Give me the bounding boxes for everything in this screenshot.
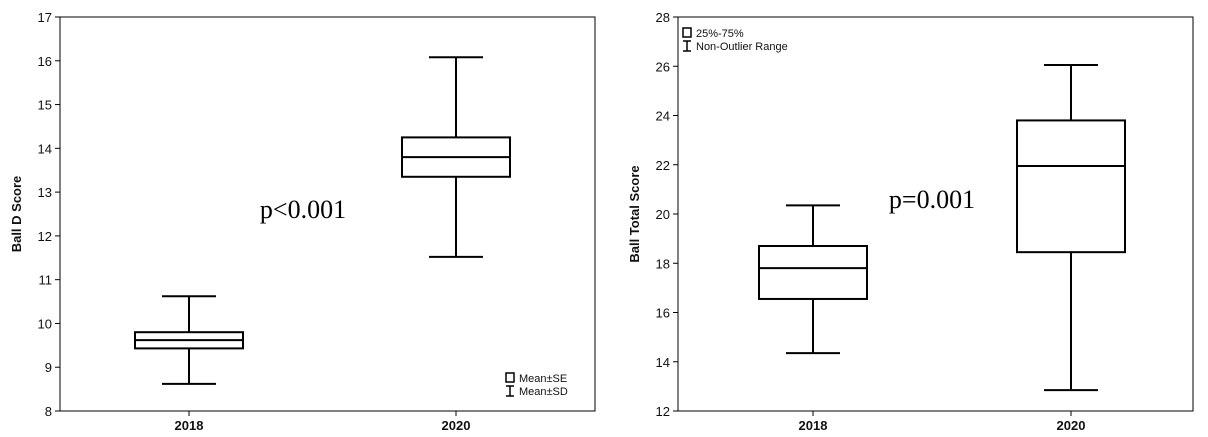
p-value-annotation: p=0.001 [889,185,975,214]
y-tick-label: 13 [38,185,52,200]
y-tick-label: 14 [38,141,52,156]
box-2018 [758,204,868,355]
y-tick-label: 9 [45,360,52,375]
legend-whisker-label: Mean±SD [519,386,568,398]
y-tick-label: 28 [656,10,670,25]
y-tick-label: 11 [39,273,53,288]
y-tick-label: 12 [38,229,52,244]
y-tick-label: 22 [656,158,670,173]
legend: 25%-75%Non-Outlier Range [682,27,788,53]
y-tick-label: 15 [38,98,52,113]
chart-panel-2: 12 14 16 18 20 22 24 26 28 2018 2020 Ball Total Sco… [627,10,1194,433]
x-category-label: 2018 [175,418,204,433]
legend-box-icon [682,27,692,38]
y-tick-label: 20 [656,207,670,222]
y-tick-label: 8 [45,404,52,419]
legend-box-icon [505,372,515,383]
box-2020 [401,56,511,258]
x-category-label: 2018 [799,418,828,433]
y-tick-label: 14 [656,355,670,370]
y-tick-label: 18 [656,256,670,271]
y-tick-label: 26 [656,59,670,74]
p-value-annotation: p<0.001 [260,195,346,224]
y-tick-label: 16 [656,306,670,321]
y-tick-label: 16 [38,54,52,69]
box-rect [758,245,868,300]
y-axis-label: Ball D Score [9,176,24,253]
plot-frame [59,16,596,412]
legend-box-label: Mean±SE [519,373,567,385]
y-tick-label: 24 [656,109,670,124]
y-axis-label: Ball Total Score [627,165,642,262]
y-tick-label: 10 [38,316,52,331]
legend-box-label: 25%-75% [696,28,744,40]
y-tick-label: 12 [656,404,670,419]
box-2018 [134,295,244,385]
chart-panel-1: 8 9 10 11 12 13 14 15 16 17 2018 2020 Ball D Score p<… [9,10,596,433]
x-category-label: 2020 [442,418,471,433]
box-2020 [1016,64,1126,392]
y-tick-label: 17 [38,10,52,25]
box-rect [1016,119,1126,254]
x-category-label: 2020 [1057,418,1086,433]
legend-whisker-label: Non-Outlier Range [696,41,788,53]
